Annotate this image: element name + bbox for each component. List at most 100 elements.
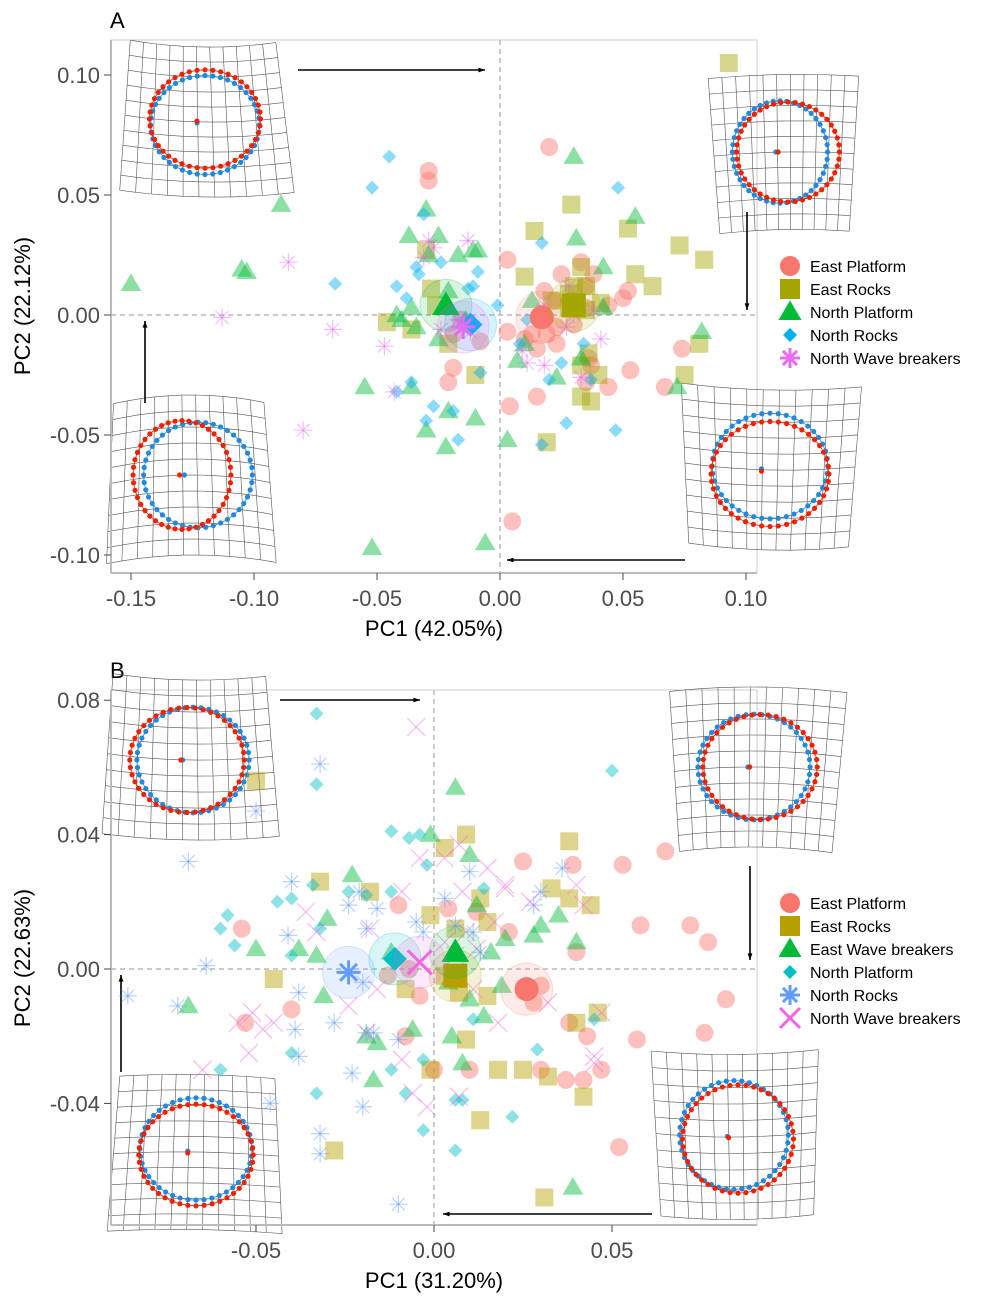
landmark: [141, 464, 147, 471]
landmark: [780, 1155, 787, 1161]
data-point: [391, 309, 412, 328]
data-point: [467, 902, 486, 921]
landmark: [799, 197, 806, 203]
landmark: [166, 159, 172, 166]
data-point: [179, 852, 198, 871]
landmark: [808, 188, 814, 194]
landmark: [820, 128, 826, 134]
landmark: [218, 163, 224, 169]
landmark: [821, 493, 827, 499]
landmark: [705, 1090, 711, 1097]
data-point: [392, 1050, 412, 1070]
landmark: [709, 478, 715, 485]
landmark: [705, 1181, 711, 1188]
data-point: [384, 884, 399, 899]
landmark: [767, 1173, 773, 1179]
landmark: [215, 801, 221, 807]
data-point: [384, 824, 399, 839]
landmark: [225, 71, 231, 77]
data-point: [365, 180, 380, 195]
outline-red: [136, 1101, 256, 1209]
data-point: [455, 1093, 470, 1108]
landmark: [215, 713, 221, 719]
landmark: [172, 418, 178, 424]
landmark: [257, 109, 263, 115]
landmark: [738, 128, 744, 134]
landmark: [735, 427, 741, 433]
landmark: [152, 426, 159, 432]
landmark: [806, 511, 812, 517]
landmark: [713, 493, 719, 499]
landmark: [209, 1103, 215, 1109]
data-point: [567, 943, 586, 962]
data-point: [416, 1052, 431, 1067]
data-point: [618, 219, 637, 238]
landmark: [246, 757, 252, 763]
landmark: [695, 756, 702, 763]
series-east-platform: [232, 842, 735, 1157]
landmark: [764, 103, 770, 110]
data-point: [591, 294, 610, 312]
landmark: [136, 772, 142, 778]
landmark: [138, 501, 144, 508]
landmark: [244, 772, 250, 778]
landmark: [232, 157, 238, 163]
legend-symbol-icon: [780, 256, 800, 276]
data-point: [537, 325, 556, 344]
landmark: [177, 1097, 183, 1103]
landmark: [177, 1103, 183, 1109]
landmark: [224, 167, 231, 173]
landmark: [146, 1118, 152, 1124]
landmark: [759, 523, 765, 529]
landmark: [220, 801, 226, 808]
landmark: [199, 521, 205, 528]
data-point: [366, 1032, 388, 1051]
landmark: [147, 513, 153, 519]
legend-item: East Wave breakers: [778, 937, 953, 959]
data-point: [270, 894, 285, 909]
landmark: [727, 1189, 733, 1196]
landmark: [141, 479, 147, 486]
landmark: [223, 1189, 229, 1195]
data-point: [564, 315, 583, 334]
centroid-marker: [561, 293, 586, 318]
data-point: [584, 1046, 604, 1066]
landmark: [194, 73, 200, 79]
landmark: [132, 735, 138, 741]
y-axis-title-a: PC2 (22.12%): [10, 237, 35, 375]
centroid-marker: [443, 963, 468, 988]
data-point: [389, 384, 404, 399]
outline-red: [146, 67, 264, 171]
landmark: [210, 421, 216, 427]
landmark: [201, 1102, 207, 1108]
landmark: [247, 457, 253, 463]
landmark: [232, 791, 238, 798]
landmark: [816, 443, 823, 449]
data-point: [465, 279, 480, 294]
landmark: [836, 142, 842, 148]
landmark: [168, 807, 174, 813]
data-point: [459, 231, 478, 250]
data-point: [560, 1013, 579, 1032]
data-point: [341, 864, 363, 883]
landmark: [788, 1151, 794, 1157]
data-point: [361, 537, 383, 556]
landmark: [783, 514, 789, 520]
data-point: [515, 267, 534, 286]
reference-lines-b: [111, 690, 757, 1225]
series-north-platform: [213, 706, 619, 1158]
landmark: [770, 197, 777, 203]
data-point: [527, 339, 546, 358]
data-point: [424, 238, 443, 257]
data-point: [525, 222, 544, 240]
centroid-landmark: [747, 764, 753, 770]
arrowhead-icon: [744, 303, 750, 310]
landmark: [202, 72, 208, 79]
data-point: [466, 894, 488, 913]
landmark: [767, 523, 773, 530]
landmark: [132, 487, 138, 493]
landmark: [232, 785, 238, 791]
data-point: [396, 980, 415, 999]
landmark: [772, 1168, 778, 1174]
x-tick-label: 0.00: [479, 586, 522, 611]
